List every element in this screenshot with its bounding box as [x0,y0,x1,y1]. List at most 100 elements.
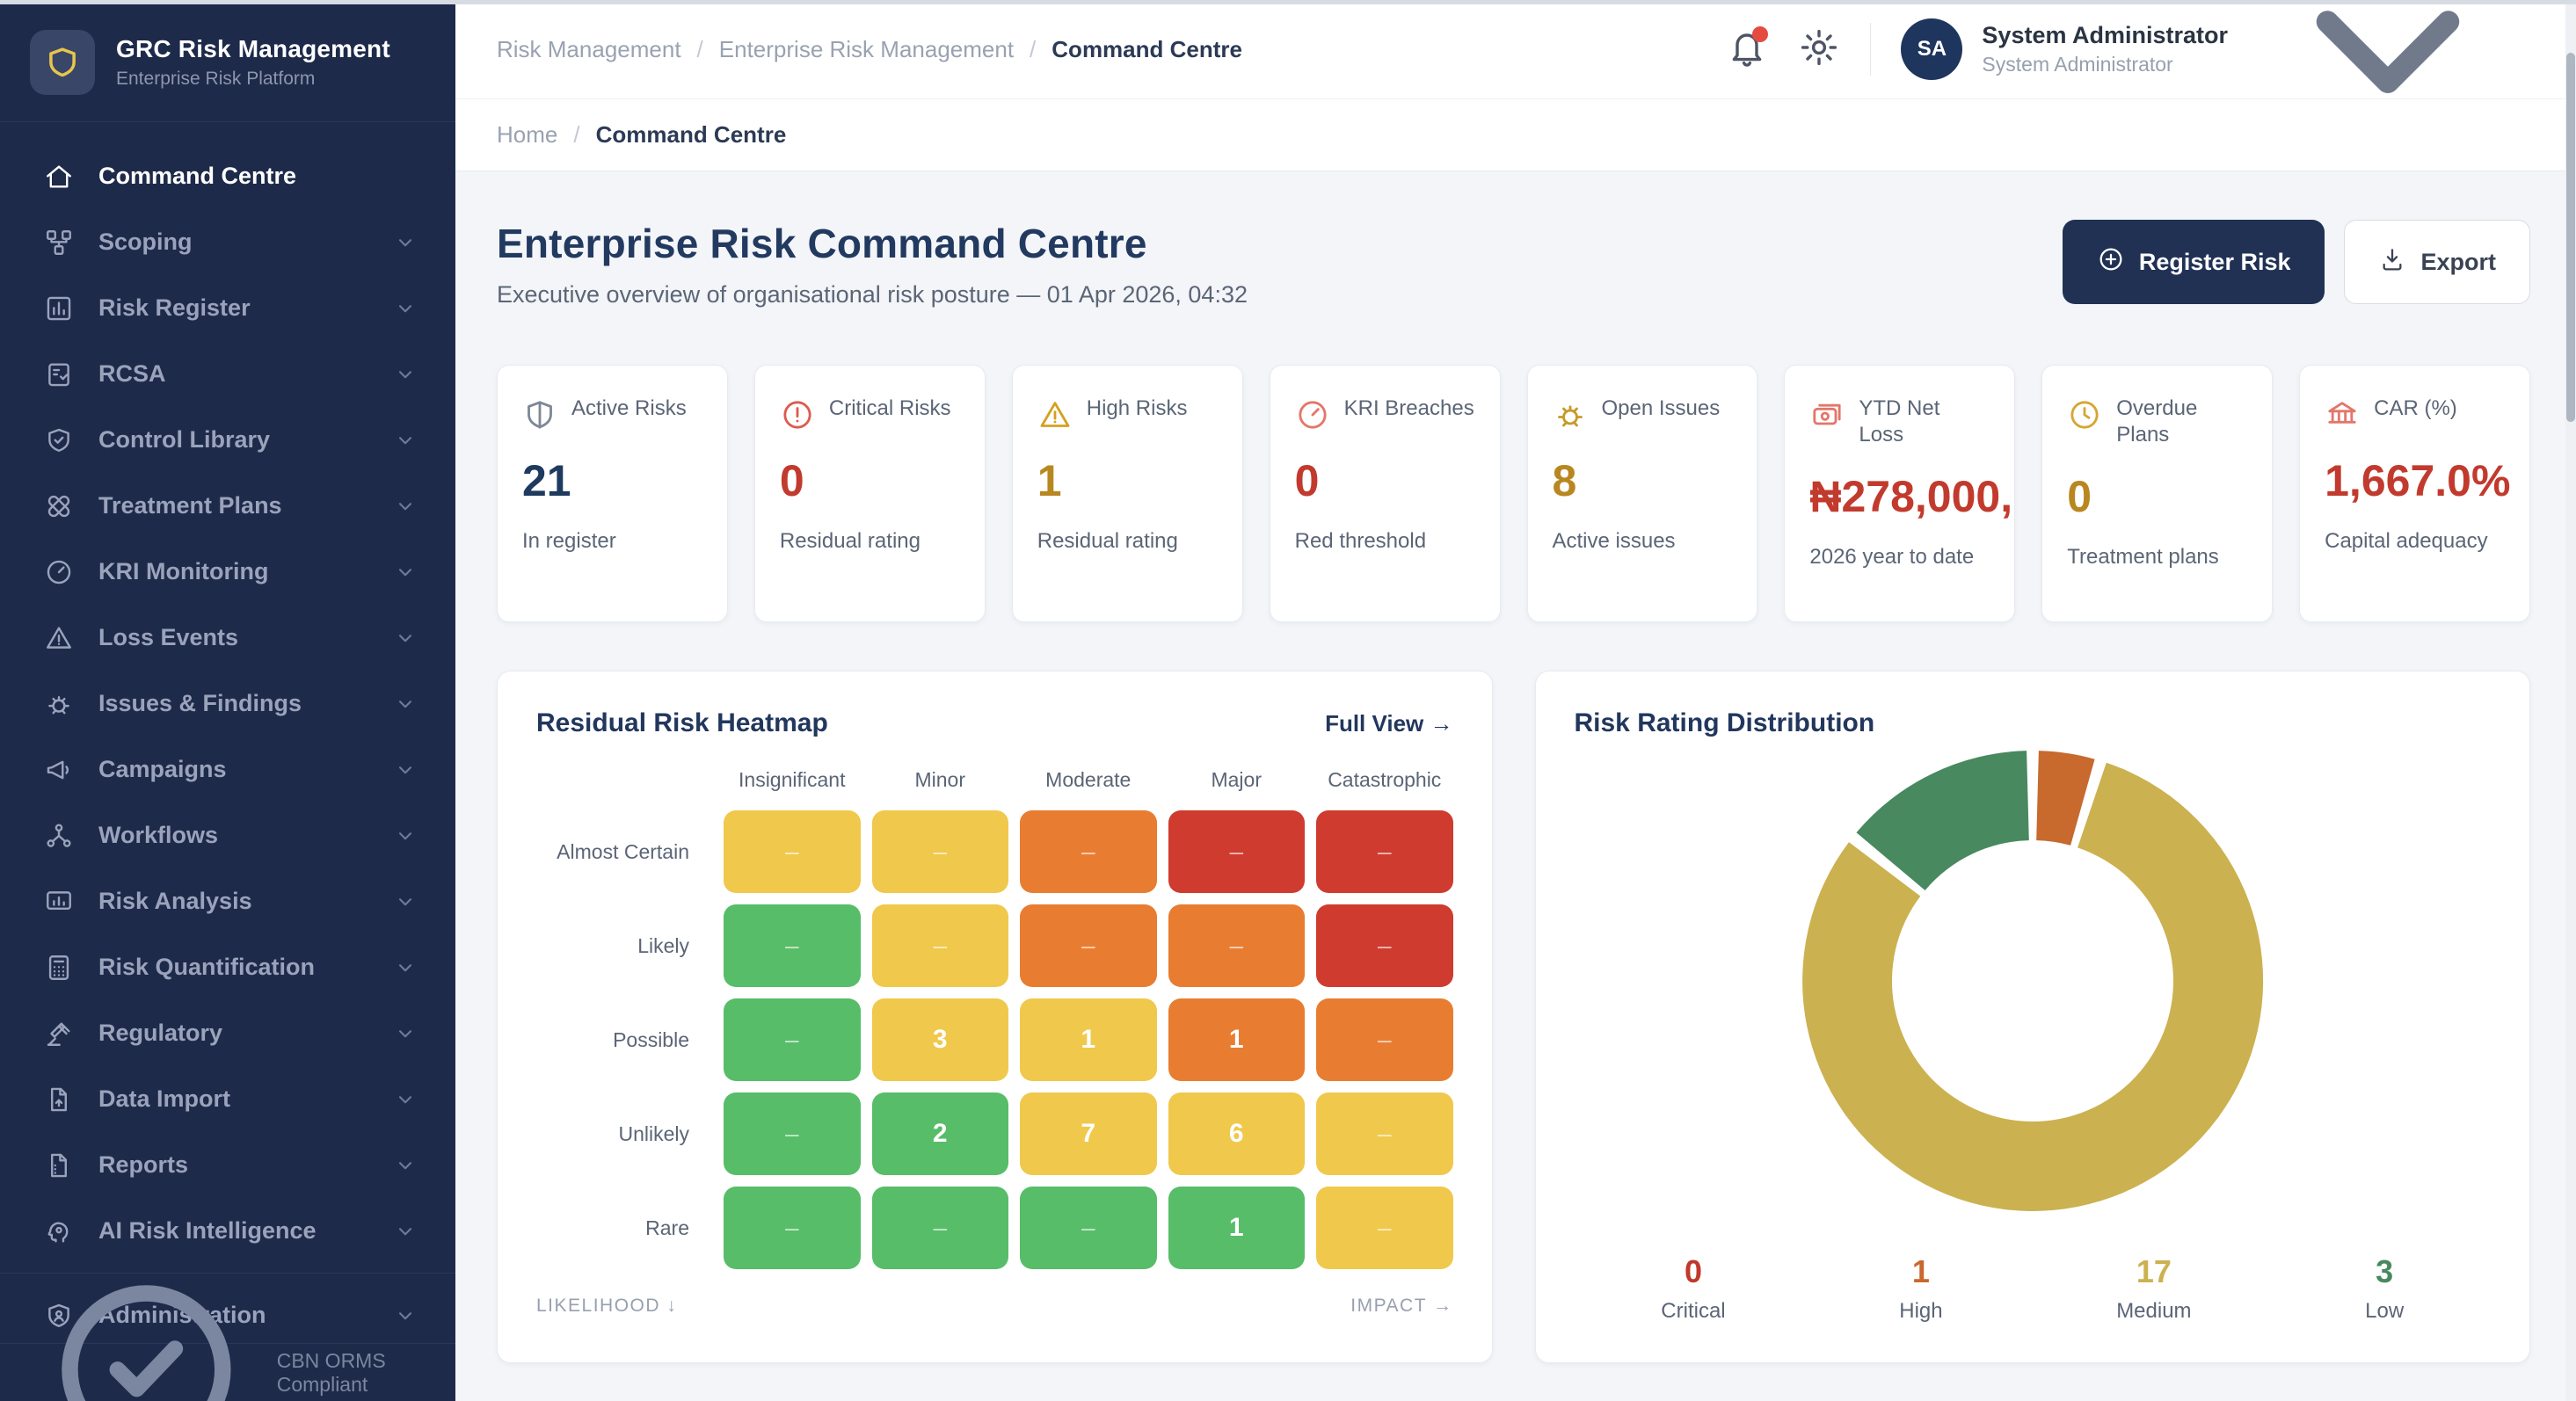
sidebar-item-treatment-plans[interactable]: Treatment Plans [0,473,455,539]
header-divider [1870,23,1872,76]
kpi-sublabel: Treatment plans [2067,545,2219,569]
legend-label: Medium [2116,1299,2192,1323]
sidebar-item-rcsa[interactable]: RCSA [0,341,455,407]
heatmap-cell-possible-minor: 3 [871,998,1008,1081]
heatmap-col-minor: Minor [914,768,965,791]
donut-slice-low [1856,751,2029,890]
export-button[interactable]: Export [2344,220,2530,304]
kpi-sublabel: 2026 year to date [1809,545,1975,569]
chevron-down-icon [394,297,417,320]
heatmap-col-moderate: Moderate [1045,768,1132,791]
sidebar-item-loss-events[interactable]: Loss Events [0,605,455,671]
kpi-sublabel: Red threshold [1294,529,1427,553]
user-menu[interactable]: SA System Administrator System Administr… [1901,0,2520,181]
sidebar-item-label: Reports [98,1151,189,1178]
heatmap-cell-possible-catastrophic: – [1316,998,1453,1081]
triangle-icon [44,623,74,653]
sidebar-item-label: Campaigns [98,756,227,782]
heatmap-cell-almost-certain-major: – [1168,810,1305,893]
triangle-icon [1037,397,1073,432]
sidebar-item-scoping[interactable]: Scoping [0,209,455,275]
settings-button[interactable] [1798,28,1840,70]
sidebar-item-label: Control Library [98,426,271,453]
page-scrollbar[interactable] [2565,0,2576,1401]
heatmap-cell-rare-major: 1 [1168,1187,1305,1269]
sidebar-item-label: Treatment Plans [98,492,282,519]
clock-icon [2067,397,2102,432]
gear-icon [1798,26,1840,73]
donut-slice-medium [1801,762,2263,1211]
shield-logo-icon [30,30,95,95]
kpi-sublabel: Capital adequacy [2325,529,2488,553]
legend-value: 0 [1684,1253,1702,1289]
kpi-label: Active Risks [571,396,687,420]
avatar: SA [1901,18,1963,80]
sidebar-item-kri-monitoring[interactable]: KRI Monitoring [0,539,455,605]
top-header: Risk Management / Enterprise Risk Manageme… [455,0,2565,99]
chevron-down-icon [394,363,417,386]
heatmap-row-almost-certain: Almost Certain [557,839,689,863]
gavel-icon [44,1019,74,1049]
sidebar-item-workflows[interactable]: Workflows [0,802,455,868]
sidebar-item-ai-risk-intelligence[interactable]: AI Risk Intelligence [0,1198,455,1264]
heatmap-cell-likely-moderate: – [1020,904,1157,987]
sidebar-item-reports[interactable]: Reports [0,1132,455,1198]
sidebar-item-control-library[interactable]: Control Library [0,407,455,473]
file-text-icon [44,1151,74,1180]
chevron-down-icon [394,759,417,781]
sidebar-item-campaigns[interactable]: Campaigns [0,737,455,802]
shield-user-icon [44,1301,74,1331]
heatmap-title: Residual Risk Heatmap [536,708,828,737]
heatmap-cell-almost-certain-catastrophic: – [1316,810,1453,893]
sidebar-item-data-import[interactable]: Data Import [0,1066,455,1132]
legend-item-high: 1 High [1899,1253,1942,1324]
heatmap-col-insignificant: Insignificant [739,768,846,791]
kpi-value: 1 [1037,456,1062,505]
breadcrumb-risk-management[interactable]: Risk Management [497,35,681,62]
kpi-value: 0 [2067,472,2092,521]
kpi-sublabel: Residual rating [779,529,921,553]
sidebar-nav: Command Centre Scoping Risk Register RCSA Co… [0,122,455,1343]
heatmap-cell-possible-major: 1 [1168,998,1305,1081]
kpi-card-overdue-plans: Overdue Plans 0 Treatment plans [2041,365,2274,622]
sidebar-item-risk-analysis[interactable]: Risk Analysis [0,868,455,934]
kpi-label: KRI Breaches [1343,396,1474,420]
kpi-sublabel: In register [522,529,616,553]
legend-item-critical: 0 Critical [1661,1253,1725,1324]
heatmap-cell-likely-catastrophic: – [1316,904,1453,987]
heatmap-full-view-link[interactable]: Full View → [1325,709,1453,737]
sidebar-item-risk-register[interactable]: Risk Register [0,275,455,341]
kpi-label: Open Issues [1601,396,1721,420]
chevron-down-icon [394,561,417,584]
sidebar-item-command-centre[interactable]: Command Centre [0,143,455,209]
badge-check-icon [32,1255,261,1401]
legend-item-medium: 17 Medium [2116,1253,2191,1324]
scrollbar-thumb[interactable] [2566,53,2575,422]
sidebar-item-risk-quantification[interactable]: Risk Quantification [0,934,455,1000]
register-risk-button[interactable]: Register Risk [2062,220,2325,304]
breadcrumb-home[interactable]: Home [497,121,558,148]
app-title: GRC Risk Management [116,35,390,62]
home-icon [44,162,74,192]
heatmap-cell-possible-moderate: 1 [1020,998,1157,1081]
donut-legend: 0 Critical 1 High 17 Medium 3 Low [1575,1253,2492,1324]
page-subtitle: Executive overview of organisational ris… [497,281,1248,308]
sidebar-item-issues-findings[interactable]: Issues & Findings [0,671,455,737]
breadcrumb-enterprise-risk-management[interactable]: Enterprise Risk Management [718,35,1015,62]
user-role: System Administrator [1982,53,2173,76]
kpi-label: High Risks [1086,396,1188,420]
heatmap-cell-unlikely-major: 6 [1168,1092,1305,1175]
bug-icon [44,689,74,719]
heatmap-cell-almost-certain-minor: – [871,810,1008,893]
breadcrumb-separator: / [696,35,703,62]
kpi-card-kri-breaches: KRI Breaches 0 Red threshold [1269,365,1501,622]
monitor-icon [44,887,74,917]
chevron-down-icon [394,1022,417,1045]
notifications-button[interactable] [1726,26,1769,70]
sidebar-item-regulatory[interactable]: Regulatory [0,1000,455,1066]
kpi-value: ₦278,000, [1809,472,2013,521]
heatmap-impact-axis: IMPACT → [1350,1296,1453,1316]
heatmap-cell-almost-certain-insignificant: – [724,810,861,893]
sidebar-item-label: Loss Events [98,624,239,650]
heatmap-cell-rare-minor: – [871,1187,1008,1269]
